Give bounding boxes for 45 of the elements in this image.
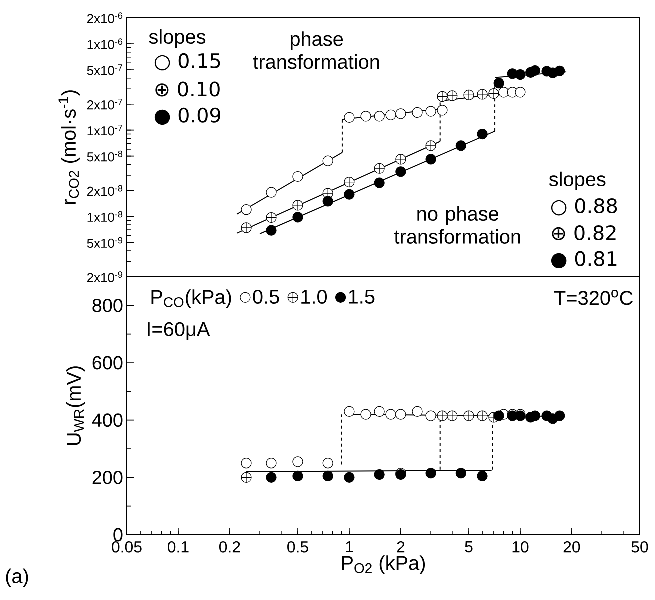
legend-label: 0.5	[253, 290, 280, 304]
y-tick-label: 2x10$^{-6}$	[87, 12, 123, 24]
x-tick-label: 0.5	[288, 542, 308, 553]
annotation: I=60μA	[148, 322, 210, 340]
annotation: ⊕ 0.10	[156, 82, 220, 97]
x-tick-label: 10	[512, 542, 529, 553]
y-tick-label: 200	[92, 470, 123, 484]
y-tick-label: 600	[92, 356, 123, 370]
y-tick-label: 1x10$^{-6}$	[88, 38, 123, 50]
x-tick-label: 2	[397, 542, 405, 553]
y-tick-label: 5x10$^{-8}$	[87, 150, 123, 162]
x-tick-label: 50	[632, 542, 648, 553]
y-tick-label: 1x10$^{-7}$	[88, 124, 123, 136]
x-tick-label: 20	[564, 542, 580, 553]
annotation: slopes	[549, 172, 606, 190]
y-tick-label: 800	[92, 298, 123, 312]
annotation: phase transformation	[253, 32, 380, 70]
annotation: T=320$^{o}$C	[554, 290, 633, 306]
y-tick-label: 1x10$^{-8}$	[88, 211, 123, 222]
x-tick-label: 5	[465, 542, 473, 553]
y-axis-title: r$_{CO2}$ (mol·s$^{-1}$)	[58, 90, 80, 204]
y-tick-label: 2x10$^{-9}$	[87, 272, 123, 282]
y-tick-label: 0	[114, 528, 123, 542]
annotation: ● 0.09	[154, 108, 221, 126]
y-tick-label: 400	[92, 414, 123, 428]
y-tick-label: 2x10$^{-8}$	[87, 185, 123, 196]
y-tick-label: 5x10$^{-7}$	[87, 64, 123, 76]
annotation: ⊕ 0.82	[552, 225, 616, 241]
legend-label: 1.0	[302, 290, 328, 304]
annotation: slopes	[149, 29, 206, 48]
y-tick-label: 5x10$^{-9}$	[87, 237, 123, 248]
text: (a)	[6, 568, 28, 588]
annotation: ● 0.81	[551, 251, 617, 269]
legend-label: 1.5	[349, 290, 375, 304]
x-tick-label: 0.2	[219, 542, 240, 553]
x-tick-label: 1	[346, 542, 354, 552]
y-tick-label: 2x10$^{-7}$	[87, 98, 123, 110]
annotation: no phase transformation	[394, 206, 520, 244]
x-tick-label: 0.05	[112, 542, 142, 553]
x-axis-title: P$_{O2}$ (kPa)	[342, 556, 426, 574]
annotation: ○ 0.15	[154, 53, 220, 71]
x-tick-label: 0.1	[168, 542, 189, 553]
legend-title: P$_{CO}$(kPa)	[152, 290, 232, 308]
annotation: ○ 0.88	[551, 198, 618, 216]
y-axis-title: U$_{WR}$(mV)	[66, 366, 86, 446]
